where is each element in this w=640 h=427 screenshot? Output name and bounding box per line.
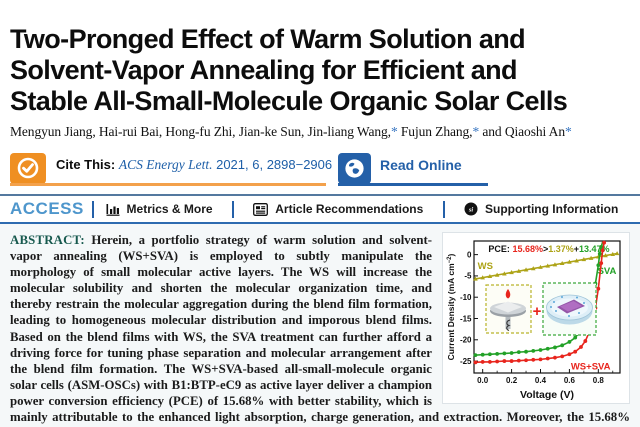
- series-label-SVA: SVA: [598, 266, 617, 277]
- article-icon: [253, 202, 269, 216]
- cite-this-block: Cite This: ACS Energy Lett. 2021, 6, 289…: [10, 150, 332, 186]
- bar-chart-icon: [106, 203, 120, 216]
- links-group: Metrics & More Article Recommendations: [98, 200, 626, 218]
- globe-icon: [338, 152, 371, 184]
- title-line-1: Two-Pronged Effect of Warm Solution and: [10, 24, 526, 54]
- corresponding-author-star[interactable]: *: [390, 124, 398, 139]
- article-links-bar: ACCESS Metrics & More: [0, 196, 640, 222]
- metrics-and-more-link[interactable]: Metrics & More: [106, 202, 213, 216]
- corresponding-author-star[interactable]: *: [472, 124, 480, 139]
- abstract-section: 0.0 0.2 0.4 0.6 0.8 0 -5 -10 -15 -20 -25 Voltage (V…: [0, 224, 640, 427]
- metrics-label: Metrics & More: [126, 202, 213, 216]
- access-link[interactable]: ACCESS: [10, 199, 84, 218]
- y-tick-label: 0: [467, 250, 472, 259]
- citation-reference[interactable]: 2021, 6, 2898−2906: [212, 157, 333, 172]
- series-WS: WS: [473, 251, 620, 281]
- blue-underline: [338, 183, 488, 186]
- supporting-info-label: Supporting Information: [484, 202, 619, 216]
- hotplate-illustration: [485, 284, 532, 334]
- series-label-WS+SVA: WS+SVA: [571, 362, 611, 373]
- petri-dish-illustration: [542, 282, 597, 336]
- plus-sign: +: [533, 303, 542, 320]
- pce-annotation: PCE: 15.68%>1.37%+13.47%: [488, 244, 609, 254]
- x-tick-label: 0.2: [506, 376, 518, 385]
- author-names: Mengyun Jiang, Hai-rui Bai, Hong-fu Zhi,…: [10, 124, 391, 139]
- abstract-label: ABSTRACT:: [10, 233, 85, 247]
- svg-text:si: si: [468, 206, 474, 213]
- y-tick-label: -10: [460, 293, 472, 302]
- abstract-body-text: Herein, a portfolio strategy of warm sol…: [10, 233, 630, 427]
- page-title: Two-Pronged Effect of Warm Solution and …: [0, 0, 640, 117]
- cite-this-label: Cite This:: [56, 157, 116, 172]
- separator: [442, 200, 445, 218]
- journal-name-link[interactable]: ACS Energy Lett.: [118, 157, 213, 172]
- separator: [231, 200, 234, 218]
- recommendations-label: Article Recommendations: [275, 202, 424, 216]
- read-online-button[interactable]: Read Online: [338, 150, 488, 186]
- supporting-information-link[interactable]: si Supporting Information: [464, 202, 618, 216]
- x-axis-label: Voltage (V): [520, 389, 574, 401]
- si-circle-icon: si: [464, 202, 478, 216]
- divider-rule: [0, 194, 640, 196]
- citation-bar: Cite This: ACS Energy Lett. 2021, 6, 289…: [10, 150, 630, 186]
- x-tick-label: 0.6: [564, 376, 576, 385]
- title-line-3: Stable All-Small-Molecule Organic Solar …: [10, 86, 568, 116]
- orange-underline: [10, 183, 326, 186]
- y-tick-label: -5: [464, 272, 472, 281]
- cite-check-icon: [10, 152, 46, 184]
- corresponding-author-star[interactable]: *: [564, 124, 572, 139]
- jv-curve-figure: 0.0 0.2 0.4 0.6 0.8 0 -5 -10 -15 -20 -25 Voltage (V…: [442, 232, 630, 404]
- author-list: Mengyun Jiang, Hai-rui Bai, Hong-fu Zhi,…: [0, 117, 640, 140]
- series-label-WS: WS: [478, 261, 493, 272]
- divider-rule: [0, 222, 640, 224]
- flame-icon: [505, 289, 511, 299]
- separator: [91, 200, 94, 218]
- article-recommendations-link[interactable]: Article Recommendations: [253, 202, 423, 216]
- title-line-2: Solvent-Vapor Annealing for Efficient an…: [10, 55, 518, 85]
- y-tick-label: -20: [460, 336, 472, 345]
- x-tick-label: 0.0: [477, 376, 489, 385]
- abstract-paragraph: 0.0 0.2 0.4 0.6 0.8 0 -5 -10 -15 -20 -25 Voltage (V…: [10, 232, 630, 427]
- read-online-label: Read Online: [380, 157, 462, 173]
- y-tick-label: -15: [460, 314, 472, 323]
- author-names: and Qiaoshi An: [479, 124, 565, 139]
- y-tick-label: -25: [460, 357, 472, 366]
- cite-this-text: Cite This: ACS Energy Lett. 2021, 6, 289…: [56, 157, 332, 179]
- author-names: Fujun Zhang,: [397, 124, 473, 139]
- x-tick-label: 0.8: [593, 376, 605, 385]
- jv-plot-chart: 0.0 0.2 0.4 0.6 0.8 0 -5 -10 -15 -20 -25 Voltage (V…: [446, 240, 621, 401]
- y-axis-label: Current Density (mA cm−2): [446, 254, 456, 361]
- x-tick-label: 0.4: [535, 376, 547, 385]
